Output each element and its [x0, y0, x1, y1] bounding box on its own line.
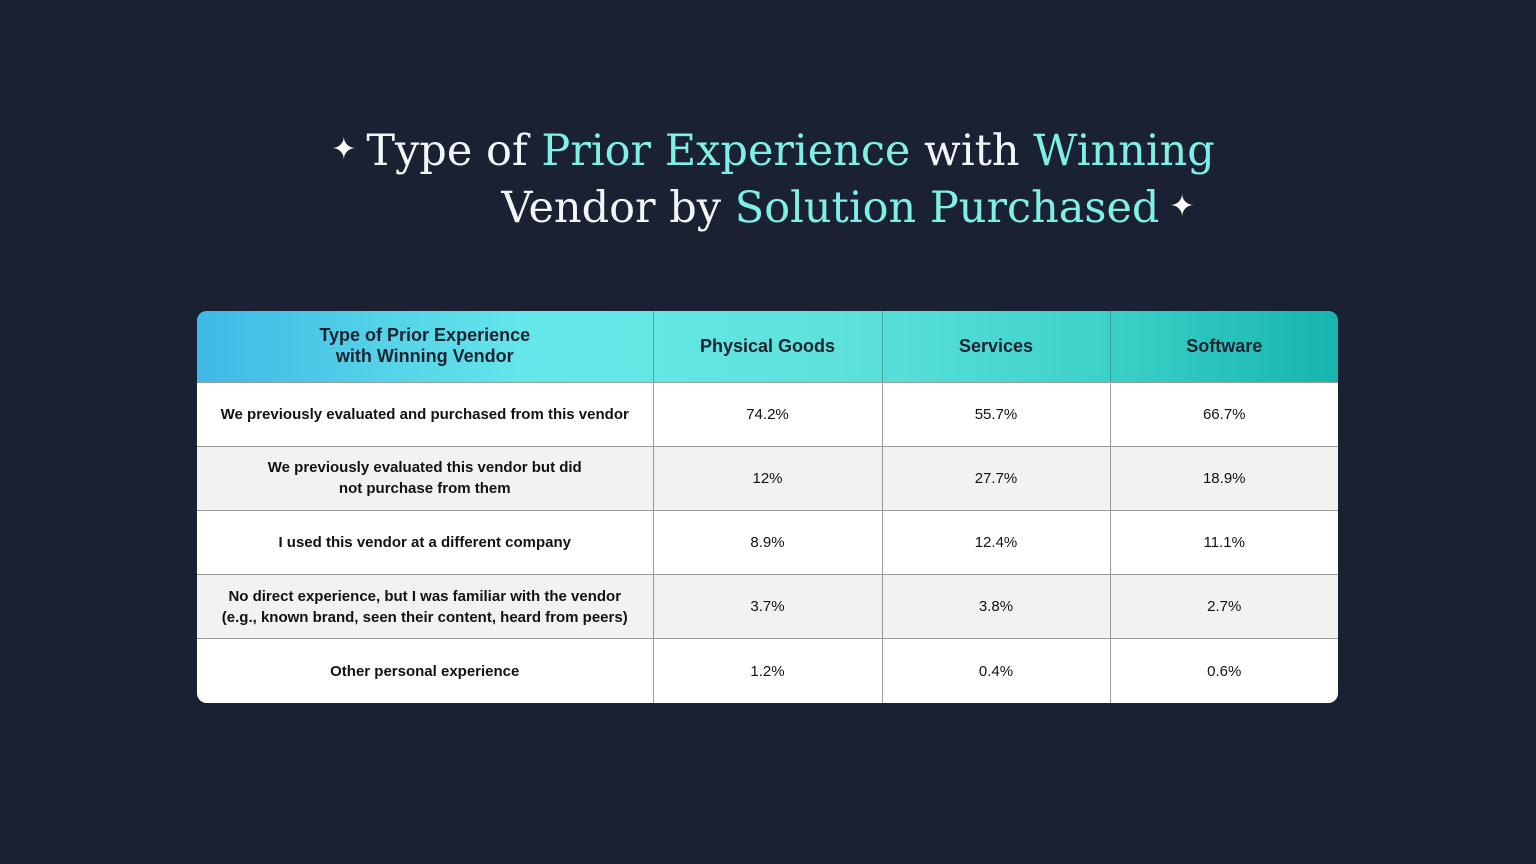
value-cell-software: 0.6% — [1109, 638, 1338, 703]
table-row: We previously evaluated and purchased fr… — [197, 381, 1338, 447]
row-label-line: not purchase from them — [338, 480, 511, 498]
row-label-line: We previously evaluated this vendor but … — [267, 459, 582, 477]
value-cell-services: 12.4% — [881, 509, 1110, 575]
title-text-segment: Type of — [366, 126, 542, 176]
column-header-services: Services — [881, 311, 1110, 382]
value-cell-physical-goods: 3.7% — [652, 574, 882, 639]
page-title: ✦ Type of Prior Experience with Winning V… — [0, 122, 1536, 236]
title-accent-segment: Prior Experience — [541, 126, 911, 176]
row-label-line: No direct experience, but I was familiar… — [228, 587, 622, 605]
value-cell-services: 55.7% — [881, 381, 1110, 447]
column-header-physical-goods: Physical Goods — [652, 311, 882, 382]
row-label: We previously evaluated and purchased fr… — [197, 381, 653, 447]
column-header-software: Software — [1109, 311, 1338, 382]
header-line: with Winning Vendor — [335, 346, 514, 367]
row-label-line: We previously evaluated and purchased fr… — [220, 405, 629, 423]
row-label: We previously evaluated this vendor but … — [197, 445, 653, 511]
row-label: Other personal experience — [197, 638, 653, 703]
data-table: Type of Prior Experience with Winning Ve… — [197, 311, 1338, 703]
table-row: Other personal experience 1.2% 0.4% 0.6% — [197, 638, 1338, 703]
table-body: We previously evaluated and purchased fr… — [197, 381, 1338, 703]
value-cell-services: 0.4% — [881, 638, 1110, 703]
title-accent-segment: Solution Purchased — [734, 183, 1160, 233]
value-cell-software: 11.1% — [1109, 509, 1338, 575]
column-header-experience-type: Type of Prior Experience with Winning Ve… — [197, 311, 653, 382]
title-accent-segment: Winning — [1033, 126, 1215, 176]
title-text-segment: with — [910, 126, 1034, 176]
title-line-2: Vendor by Solution Purchased ✦ — [0, 179, 1536, 236]
value-cell-software: 18.9% — [1109, 445, 1338, 511]
title-line-1: ✦ Type of Prior Experience with Winning — [0, 122, 1536, 179]
value-cell-physical-goods: 74.2% — [652, 381, 882, 447]
sparkle-icon: ✦ — [331, 132, 357, 167]
value-cell-software: 2.7% — [1109, 574, 1338, 639]
value-cell-physical-goods: 1.2% — [652, 638, 882, 703]
table-header-row: Type of Prior Experience with Winning Ve… — [197, 311, 1338, 382]
table-row: No direct experience, but I was familiar… — [197, 574, 1338, 639]
value-cell-software: 66.7% — [1109, 381, 1338, 447]
row-label: I used this vendor at a different compan… — [197, 509, 653, 575]
data-table-container: Type of Prior Experience with Winning Ve… — [197, 311, 1338, 703]
value-cell-physical-goods: 8.9% — [652, 509, 882, 575]
title-text-segment: Vendor by — [501, 183, 735, 233]
sparkle-icon: ✦ — [1169, 189, 1195, 224]
row-label-line: Other personal experience — [330, 662, 520, 680]
value-cell-services: 27.7% — [881, 445, 1110, 511]
table-row: We previously evaluated this vendor but … — [197, 445, 1338, 511]
row-label-line: (e.g., known brand, seen their content, … — [221, 608, 628, 626]
table-row: I used this vendor at a different compan… — [197, 509, 1338, 575]
value-cell-services: 3.8% — [881, 574, 1110, 639]
header-line: Type of Prior Experience — [319, 325, 531, 346]
row-label: No direct experience, but I was familiar… — [197, 574, 653, 639]
row-label-line: I used this vendor at a different compan… — [278, 533, 572, 551]
value-cell-physical-goods: 12% — [652, 445, 882, 511]
